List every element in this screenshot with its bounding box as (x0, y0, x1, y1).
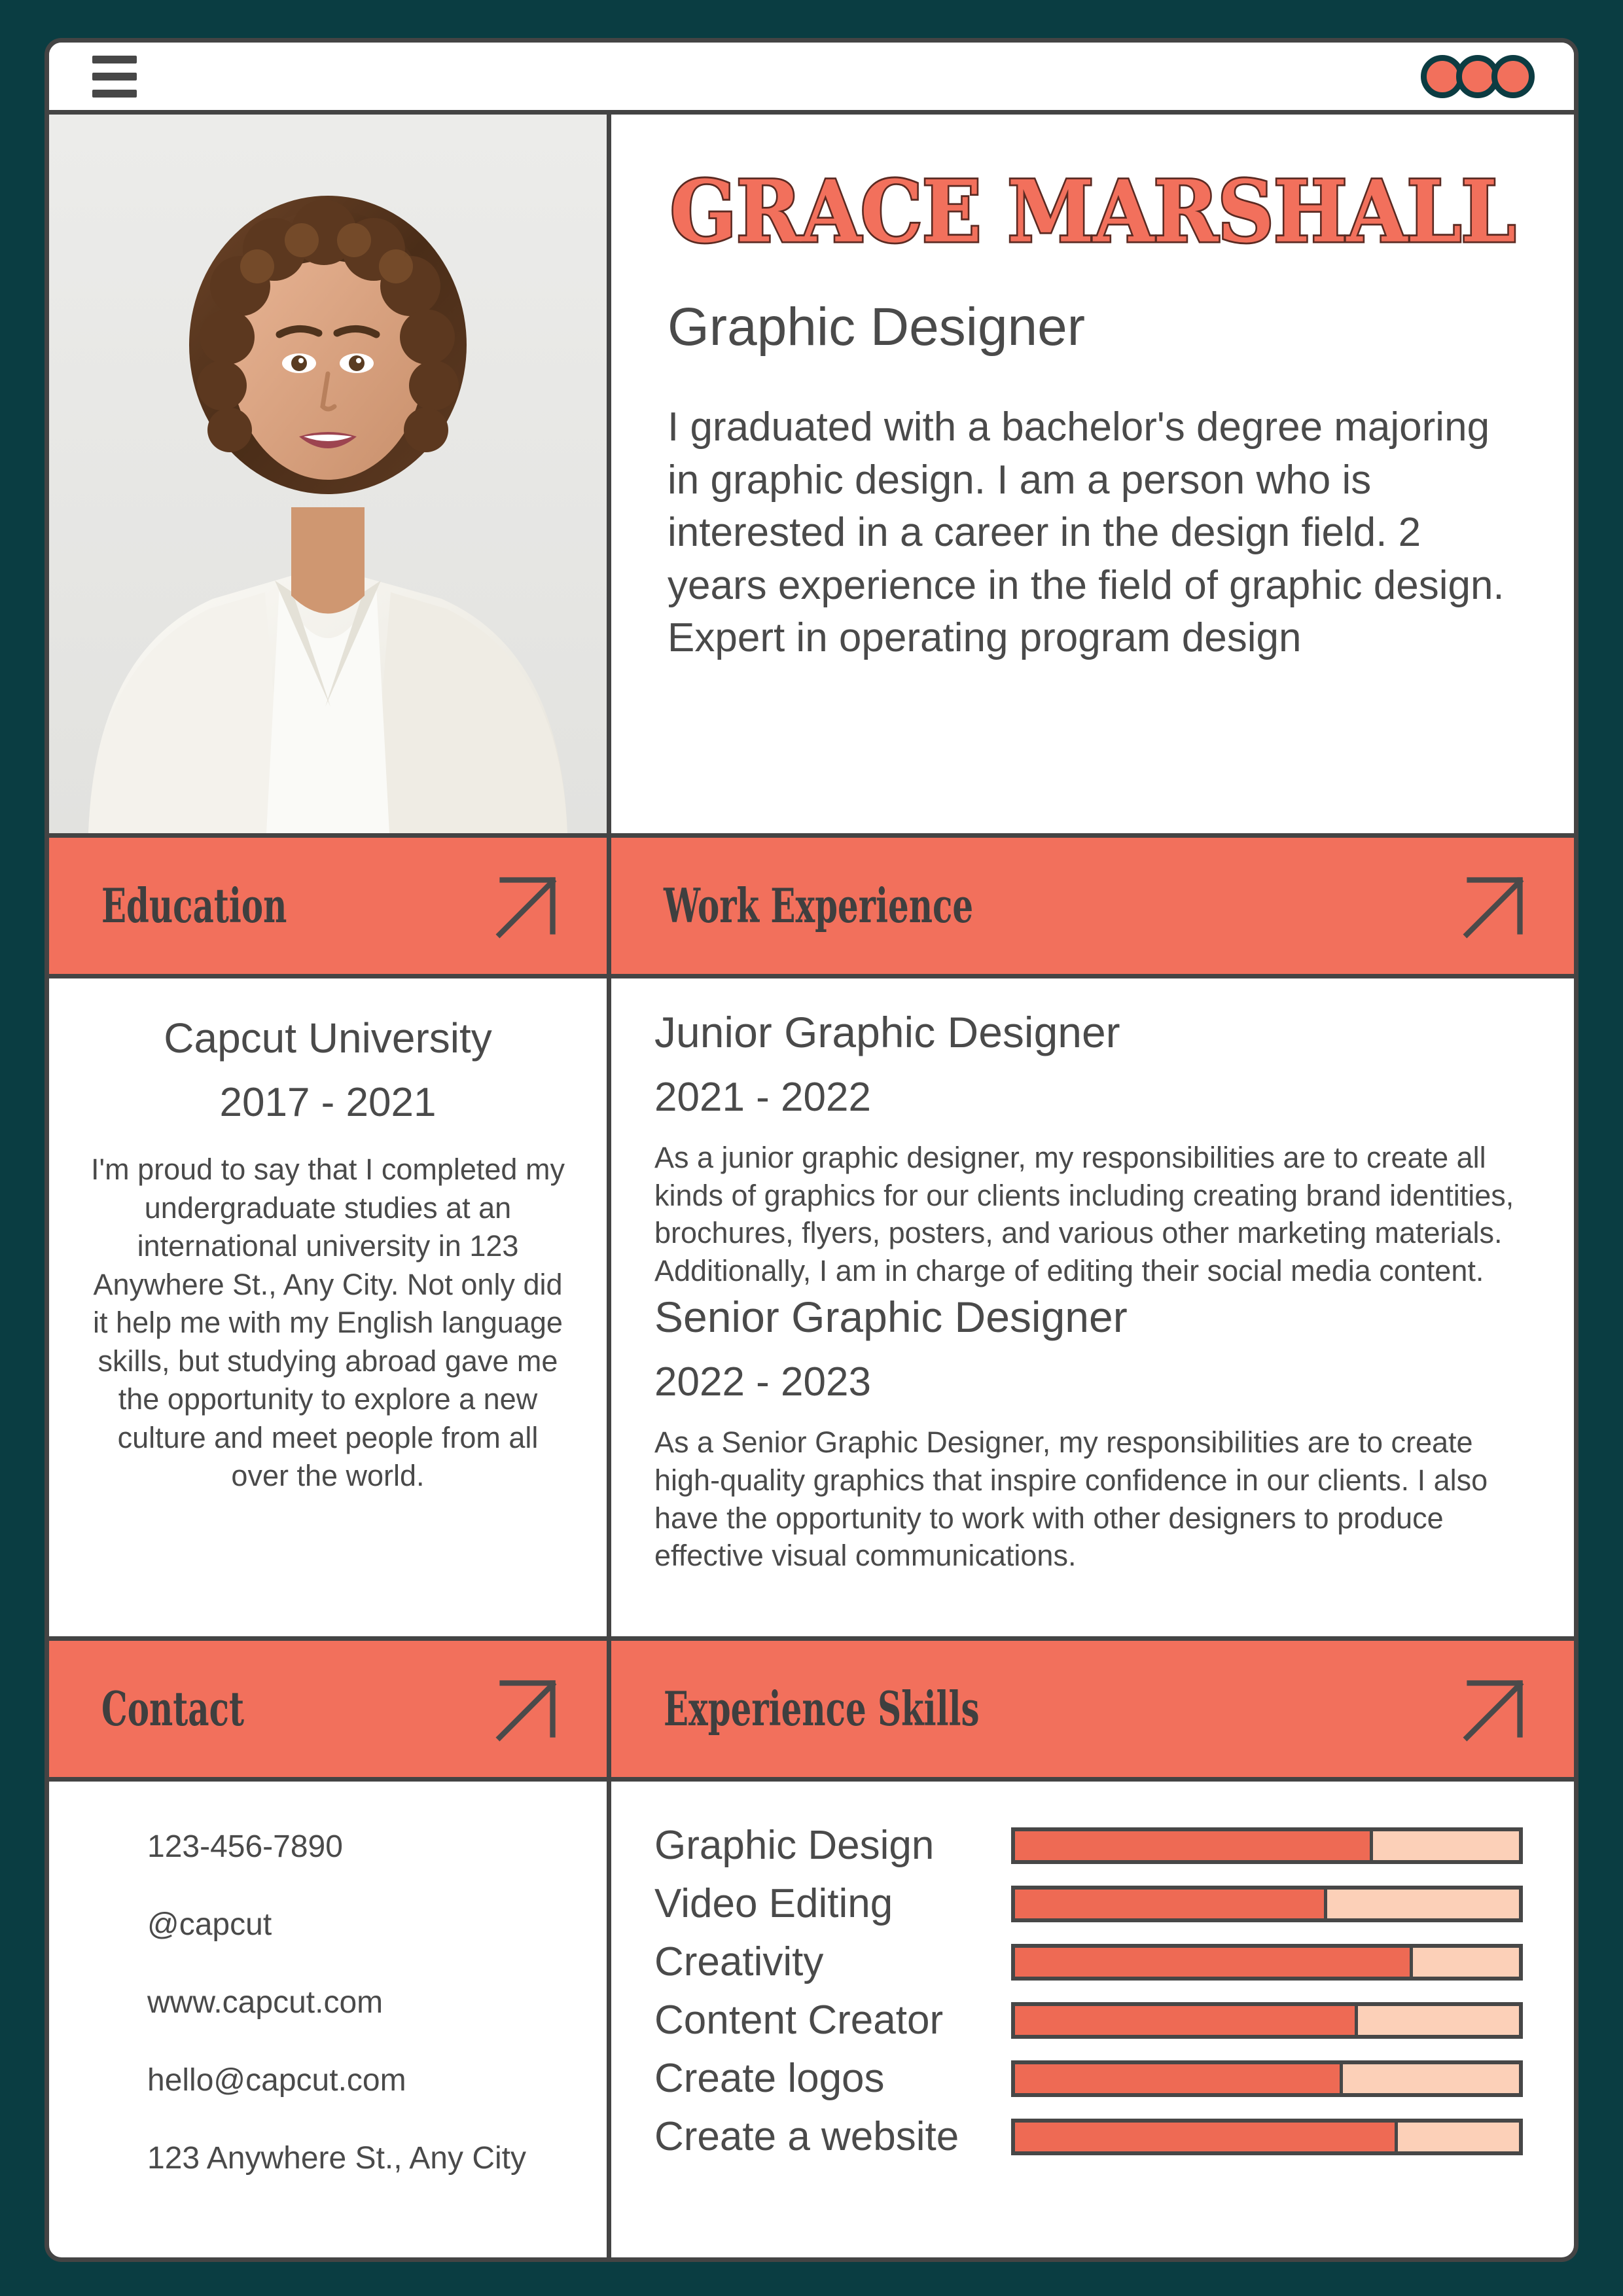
section-header-experience-skills[interactable]: Experience Skills (611, 1641, 1574, 1777)
contact-pane: 123-456-7890 @capcut www.capcut.com hell… (49, 1782, 607, 2257)
hamburger-bar-3 (92, 89, 137, 98)
skills-pane: Graphic Design Video Editing Creativity … (611, 1782, 1574, 2257)
skill-bar-track (1011, 1885, 1523, 1922)
job-description: As a junior graphic designer, my respons… (654, 1141, 1514, 1287)
section-header-work-experience[interactable]: Work Experience (611, 838, 1574, 974)
top-bar (49, 43, 1574, 115)
horizontal-divider (49, 833, 1574, 838)
arrow-up-right-icon[interactable] (1460, 872, 1528, 940)
vertical-divider (607, 1782, 611, 2257)
skill-row: Content Creator (654, 1997, 1523, 2043)
work-experience-pane: Junior Graphic Designer 2021 - 2022 As a… (611, 978, 1574, 1636)
page-title: GRACE MARSHALL (668, 162, 1518, 262)
education-school: Capcut University (164, 1014, 492, 1062)
skill-bar-track (1011, 2001, 1523, 2039)
contact-email[interactable]: hello@capcut.com (147, 2063, 406, 2098)
skill-row: Create logos (654, 2055, 1523, 2102)
horizontal-divider (49, 974, 1574, 978)
job-entry: Senior Graphic Designer 2022 - 2023 As a… (654, 1292, 1523, 1574)
skill-bar-fill (1015, 1831, 1373, 1860)
skill-label: Creativity (654, 1939, 824, 1984)
job-role: Senior Graphic Designer (654, 1293, 1128, 1342)
arrow-up-right-icon[interactable] (1460, 1675, 1528, 1743)
education-years: 2017 - 2021 (219, 1080, 437, 1125)
contact-handle[interactable]: @capcut (147, 1907, 272, 1942)
skill-bar-track (1011, 1943, 1523, 1981)
skill-bar-fill (1015, 2122, 1399, 2151)
job-years: 2022 - 2023 (654, 1359, 871, 1405)
skill-row: Graphic Design (654, 1822, 1523, 1869)
skill-row: Video Editing (654, 1880, 1523, 1927)
vertical-divider (607, 115, 611, 833)
horizontal-divider (49, 1636, 1574, 1641)
section-header-contact[interactable]: Contact (49, 1641, 607, 1777)
job-years: 2021 - 2022 (654, 1075, 871, 1120)
skill-label: Video Editing (654, 1881, 893, 1926)
vertical-divider (607, 978, 611, 1636)
bio-text: I graduated with a bachelor's degree maj… (668, 404, 1505, 661)
contact-phone[interactable]: 123-456-7890 (147, 1829, 343, 1864)
skill-row: Create a website (654, 2113, 1523, 2160)
section-label-education: Education (101, 878, 287, 934)
job-title: Graphic Designer (668, 297, 1086, 357)
section-label-work-experience: Work Experience (664, 878, 974, 934)
skill-label: Create logos (654, 2056, 885, 2101)
contact-website[interactable]: www.capcut.com (147, 1985, 383, 2020)
arrow-up-right-icon[interactable] (493, 872, 561, 940)
hamburger-bar-2 (92, 72, 137, 81)
hamburger-menu-icon[interactable] (92, 55, 137, 98)
circle-dot-3 (1491, 54, 1535, 98)
skill-bar-track (1011, 1827, 1523, 1864)
job-role: Junior Graphic Designer (654, 1008, 1120, 1056)
education-pane: Capcut University 2017 - 2021 I'm proud … (49, 978, 607, 1636)
hamburger-bar-1 (92, 55, 137, 63)
skill-bar-track (1011, 2118, 1523, 2155)
intro-pane: GRACE MARSHALL Graphic Designer I gradua… (611, 115, 1574, 833)
skill-bar-fill (1015, 1947, 1414, 1977)
circle-group-icon[interactable] (1421, 54, 1535, 98)
skill-bar-fill (1015, 2005, 1358, 2035)
skill-bar-track (1011, 2060, 1523, 2097)
section-header-row-1: Education Work Experience (49, 838, 1574, 974)
education-description: I'm proud to say that I completed my und… (91, 1153, 565, 1492)
horizontal-divider (49, 1777, 1574, 1782)
vertical-divider (607, 838, 611, 974)
hero-row: GRACE MARSHALL Graphic Designer I gradua… (49, 115, 1574, 833)
skill-bar-fill (1015, 1889, 1328, 1918)
portrait-photo (49, 115, 607, 833)
section-header-row-2: Contact Experience Skills (49, 1641, 1574, 1777)
vertical-divider (607, 1641, 611, 1777)
job-description: As a Senior Graphic Designer, my respons… (654, 1426, 1488, 1573)
section-header-education[interactable]: Education (49, 838, 607, 974)
skill-label: Content Creator (654, 1998, 944, 2043)
content-row-1: Capcut University 2017 - 2021 I'm proud … (49, 978, 1574, 1636)
contact-address: 123 Anywhere St., Any City (147, 2141, 526, 2176)
resume-card: GRACE MARSHALL Graphic Designer I gradua… (45, 38, 1578, 2262)
section-label-contact: Contact (101, 1681, 245, 1737)
arrow-up-right-icon[interactable] (493, 1675, 561, 1743)
skill-bar-fill (1015, 2064, 1343, 2093)
content-row-2: 123-456-7890 @capcut www.capcut.com hell… (49, 1782, 1574, 2257)
section-label-experience-skills: Experience Skills (664, 1681, 980, 1737)
skill-row: Creativity (654, 1939, 1523, 1985)
skill-label: Create a website (654, 2114, 959, 2159)
skill-label: Graphic Design (654, 1823, 935, 1868)
job-entry: Junior Graphic Designer 2021 - 2022 As a… (654, 1007, 1523, 1289)
